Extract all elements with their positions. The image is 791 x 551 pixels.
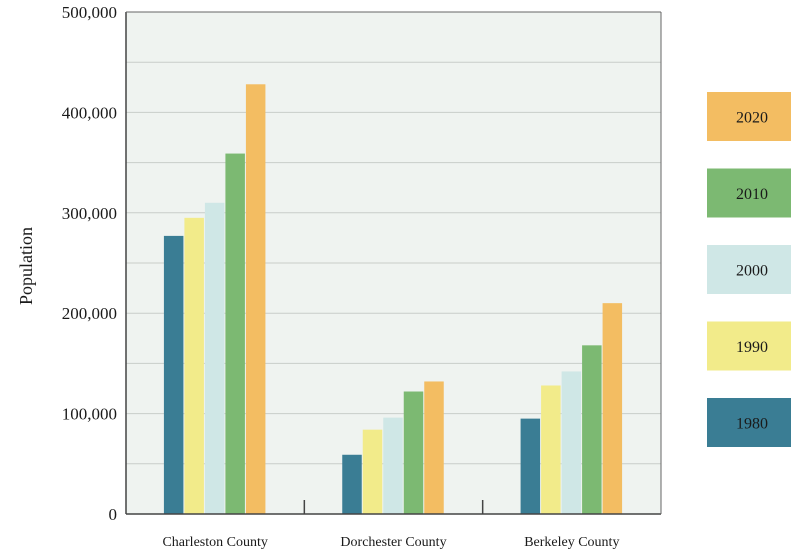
y-tick-label: 300,000	[62, 204, 117, 223]
y-tick-label: 0	[109, 505, 118, 524]
bar-1980	[520, 418, 541, 514]
bar-1980	[342, 454, 362, 514]
bar-1990	[541, 385, 561, 514]
bar-2020	[245, 84, 266, 515]
y-axis-title: Population	[16, 227, 36, 305]
bar-1990	[362, 429, 383, 514]
legend-label: 2020	[736, 110, 768, 127]
legend-label: 1980	[736, 416, 768, 433]
legend-swatch-2020	[707, 92, 791, 141]
legend-swatch-2010	[707, 168, 791, 218]
category-label: Dorchester County	[340, 535, 446, 550]
legend: 2020 2010 2000 1990 1980	[707, 92, 791, 447]
bar-2020	[424, 381, 444, 514]
category-label: Charleston County	[162, 535, 267, 550]
axes	[125, 11, 662, 515]
y-tick-label: 100,000	[62, 405, 117, 424]
bar-2010	[403, 391, 424, 514]
bar-1980	[163, 235, 184, 514]
category-labels: Charleston County Dorchester County Berkel…	[162, 535, 619, 550]
bars	[163, 84, 623, 515]
y-tick-label: 400,000	[62, 103, 117, 122]
legend-label: 2000	[736, 263, 768, 280]
bar-2000	[383, 417, 403, 514]
bar-2000	[204, 202, 225, 514]
legend-label: 1990	[736, 339, 768, 356]
bar-2010	[582, 345, 602, 514]
legend-swatch-1980	[707, 398, 791, 447]
legend-swatch-2000	[707, 245, 791, 294]
category-label: Berkeley County	[524, 535, 619, 550]
bar-2010	[225, 153, 245, 514]
y-tick-label: 200,000	[62, 304, 117, 323]
bar-2000	[561, 371, 582, 514]
y-tick-label: 500,000	[62, 3, 117, 22]
y-tick-labels: 0 100,000 200,000 300,000 400,000 500,000	[62, 3, 117, 524]
bar-1990	[184, 217, 204, 514]
bar-2020	[602, 303, 623, 514]
legend-label: 2010	[736, 186, 768, 203]
legend-swatch-1990	[707, 321, 791, 371]
